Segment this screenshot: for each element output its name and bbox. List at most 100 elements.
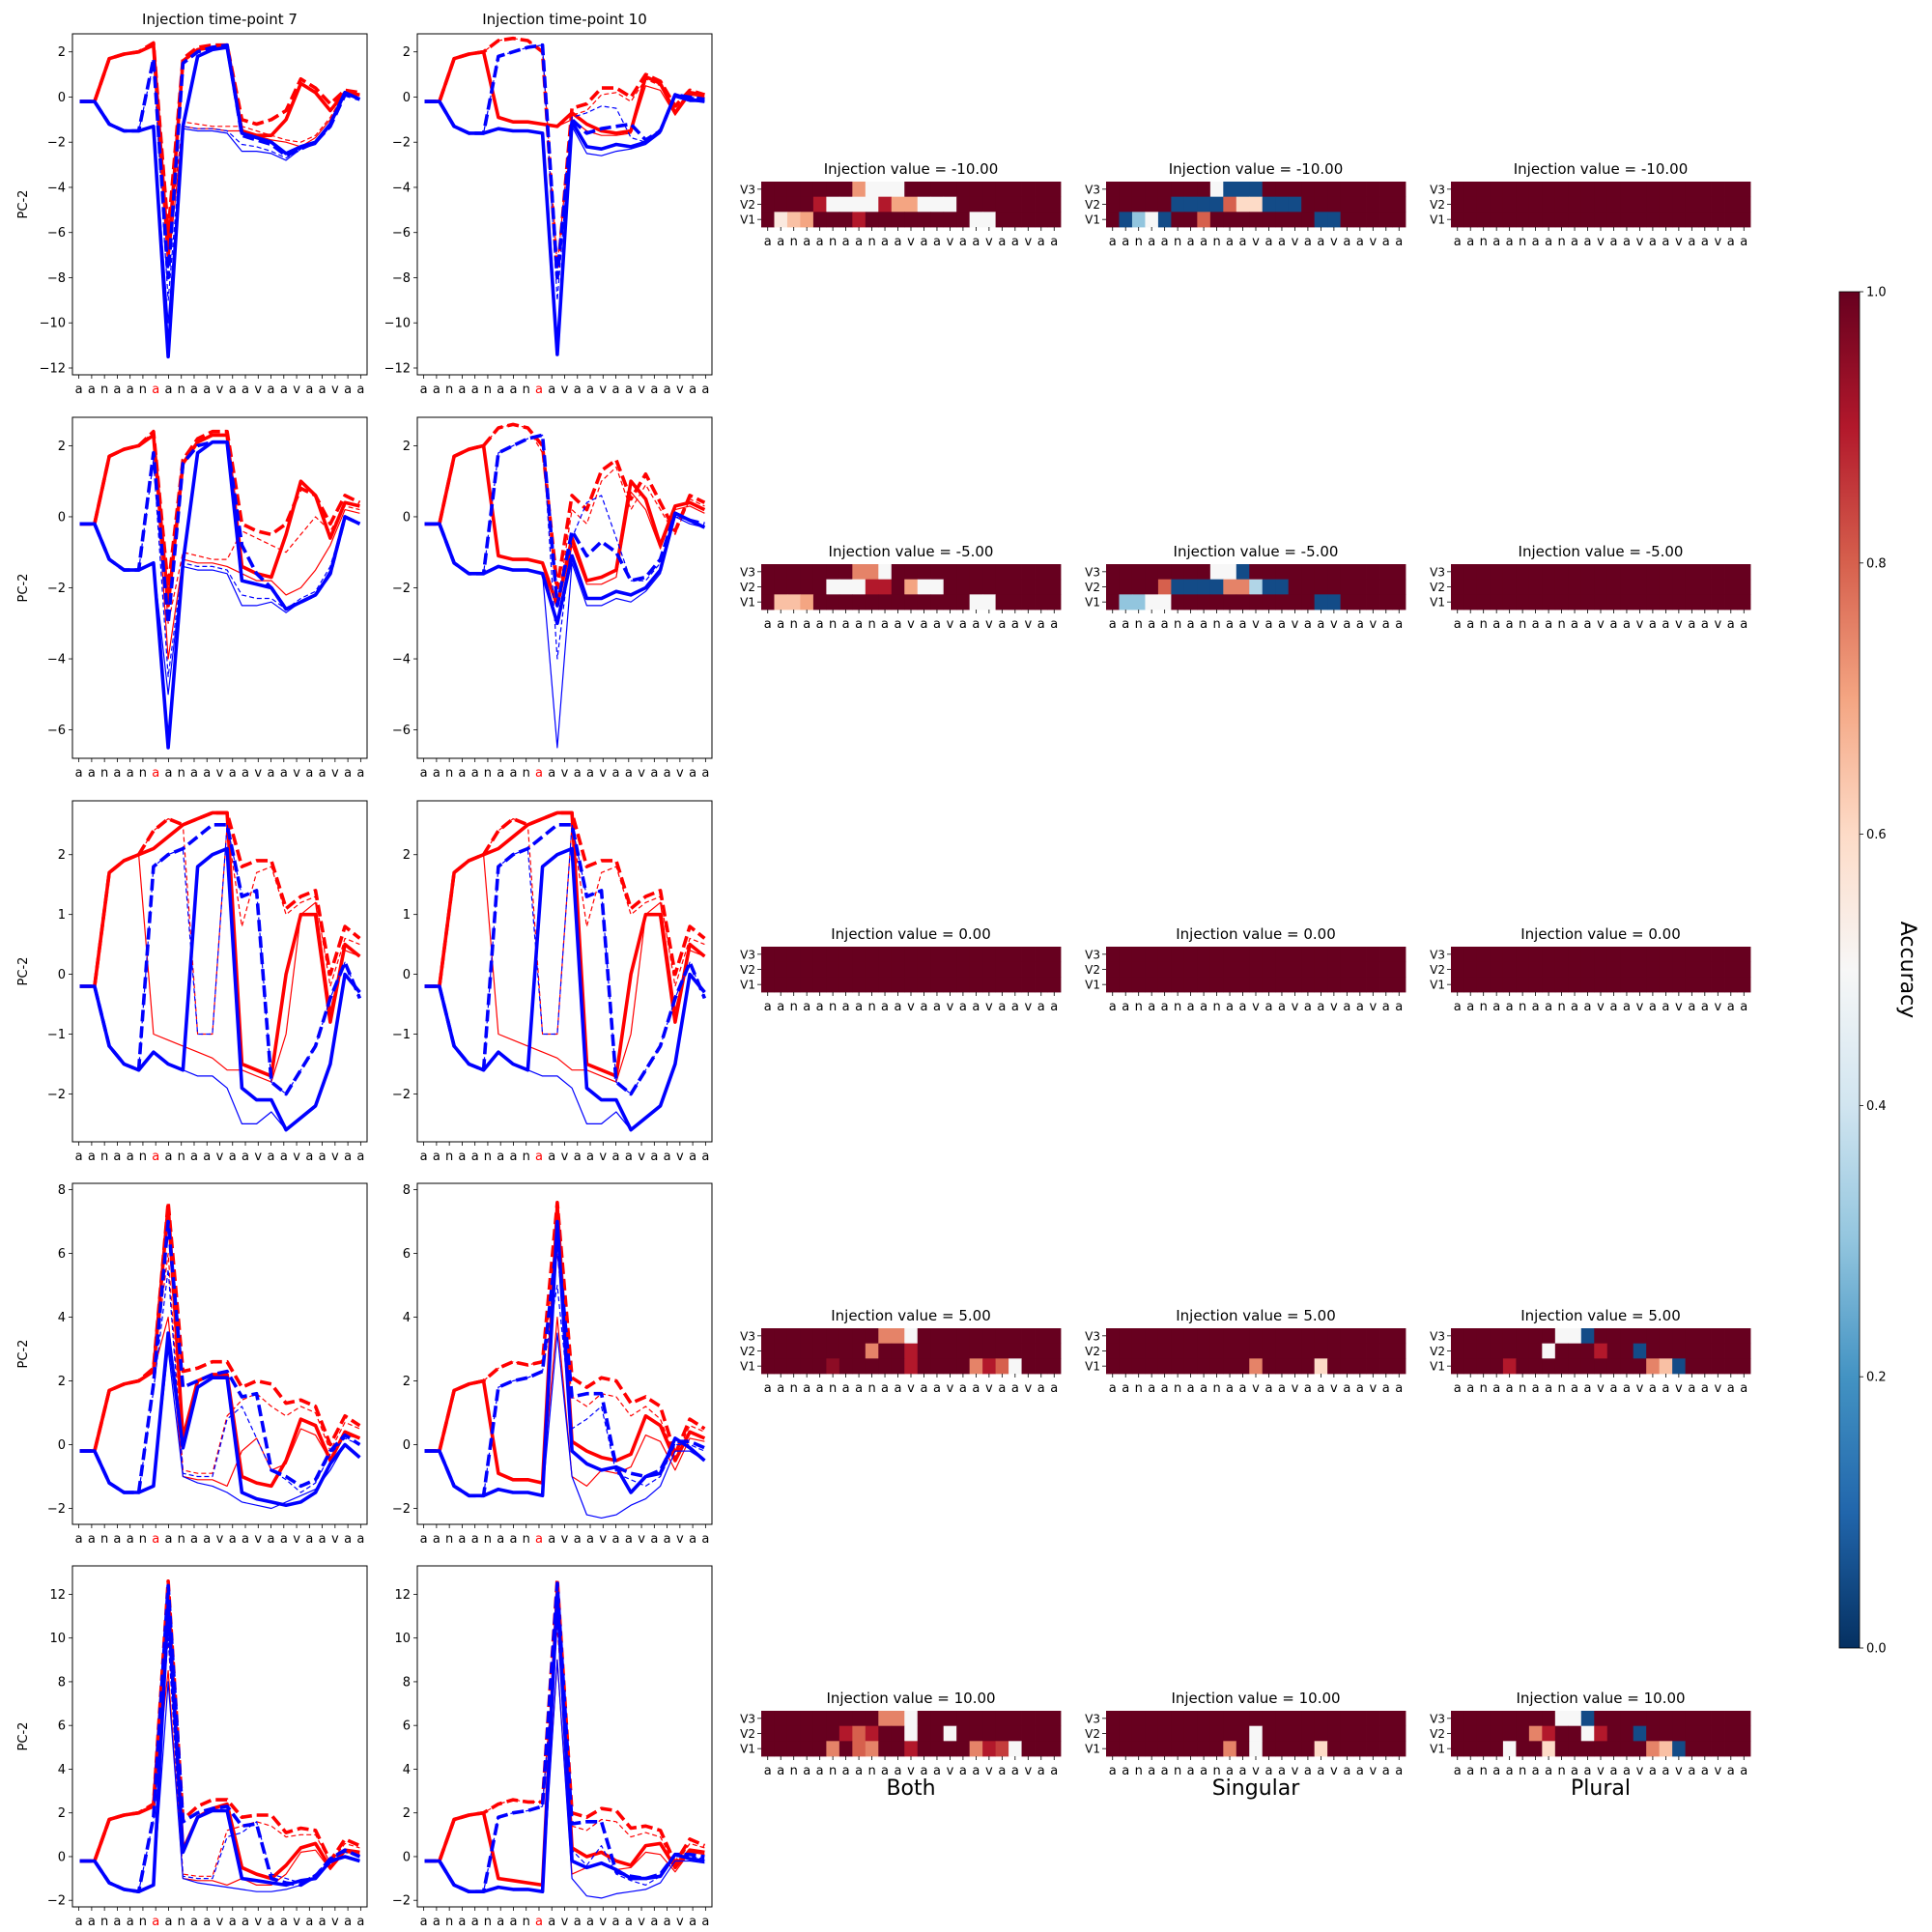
heat-r1-c0-cell [838, 564, 853, 581]
heat-r2-c2-xtick-label: a [1649, 1000, 1657, 1014]
heat-r1-c1-cell [1223, 564, 1237, 581]
line-r1-c0-xtick-label: a [164, 766, 172, 781]
heat-r3-c2-xtick-label: v [1714, 1381, 1721, 1396]
heat-r1-c0-cell [982, 579, 997, 595]
heat-r1-c1-title: Injection value = -5.00 [1174, 543, 1339, 560]
line-r1-c0-xtick-label: n [178, 766, 185, 781]
heat-r4-c0-cell [1009, 1711, 1022, 1727]
heat-r4-c2-cell [1711, 1741, 1725, 1757]
heat-r4-c0-xtick-label: a [1011, 1764, 1019, 1778]
heat-r0-c1-cell [1249, 182, 1264, 198]
heat-r3-c2-cell [1724, 1358, 1738, 1375]
heat-r3-c0-cell [826, 1358, 840, 1375]
heat-r0-c0-cell [956, 196, 971, 213]
heat-r1-c2-cell [1737, 564, 1751, 581]
line-r4-c0-xtick-label: a [164, 1915, 172, 1929]
heat-r1-c2-xtick-label: a [1545, 617, 1552, 632]
heat-r1-c2-row-label: V1 [1430, 596, 1445, 610]
heat-r3-c1-cell [1157, 1358, 1172, 1375]
heat-r3-c2-xtick-label: a [1649, 1381, 1657, 1396]
heat-r2-c1-cell [1197, 977, 1211, 993]
heat-r4-c0-title: Injection value = 10.00 [826, 1690, 995, 1707]
heat-r2-c2-cell [1490, 977, 1504, 993]
heat-r4-c1-cell [1301, 1725, 1316, 1742]
heat-r4-c1-cell [1236, 1711, 1250, 1727]
heat-r2-c0-cell [1047, 961, 1062, 978]
heat-r0-c0-cell [891, 212, 905, 228]
heat-r4-c0-cell [838, 1741, 853, 1757]
line-r1-c1-xtick-label: n [523, 766, 530, 781]
heat-r3-c2-cell [1542, 1328, 1556, 1345]
heat-r2-c2-cell [1554, 977, 1569, 993]
line-r4-c1-xtick-label: a [650, 1915, 658, 1929]
heat-r3-c0-cell [761, 1343, 775, 1359]
heat-r0-c0-xtick-label: n [867, 235, 875, 249]
heat-r2-c1-cell [1275, 961, 1290, 978]
heat-r3-c2-xtick-label: a [1688, 1381, 1695, 1396]
heat-r3-c2-cell [1580, 1358, 1595, 1375]
heat-r1-c1-cell [1379, 579, 1393, 595]
heat-r0-c0-cell [943, 212, 957, 228]
heat-r1-c0-cell [774, 564, 788, 581]
heat-r0-c2-cell [1516, 196, 1530, 213]
heat-r1-c2-xtick-label: n [1480, 617, 1488, 632]
heat-r1-c1-cell [1314, 564, 1328, 581]
heat-r2-c1-cell [1171, 961, 1185, 978]
line-r1-c1-xtick-label: a [548, 766, 555, 781]
heat-r3-c2-cell [1554, 1358, 1569, 1375]
heat-r1-c2-cell [1580, 564, 1595, 581]
line-r2-c1-series-blue-dashed-thin [424, 824, 705, 1095]
heat-r0-c1-cell [1119, 182, 1133, 198]
heat-r0-c0-cell [878, 182, 893, 198]
heat-r3-c2-cell [1463, 1328, 1478, 1345]
heat-r1-c0-cell [930, 579, 945, 595]
heat-r1-c1-cell [1366, 564, 1380, 581]
heat-r0-c1-cell [1314, 196, 1328, 213]
line-r3-c0-ytick-label: 8 [58, 1183, 66, 1198]
heat-r1-c0-cell [891, 594, 905, 611]
heat-r4-c2-cell [1542, 1711, 1556, 1727]
heat-r4-c0-cell [982, 1741, 997, 1757]
line-r4-c1-xtick-label: v [599, 1915, 607, 1929]
heat-r0-c1-xtick-label: a [1278, 235, 1286, 249]
heat-r2-c0-cell [852, 977, 867, 993]
heat-r3-c0-cell [786, 1343, 801, 1359]
heat-r3-c2-cell [1698, 1343, 1712, 1359]
heat-r3-c2-cell [1737, 1358, 1751, 1375]
line-r1-c0-xtick-label: v [254, 766, 262, 781]
heat-r2-c0-cell [761, 961, 775, 978]
heat-r1-c2-cell [1580, 594, 1595, 611]
heat-r0-c2-cell [1490, 212, 1504, 228]
heat-r0-c2-xtick-label: a [1545, 235, 1552, 249]
heat-r2-c0-cell [982, 961, 997, 978]
heat-r2-c2-cell [1490, 961, 1504, 978]
heat-r0-c2-xtick-label: a [1454, 235, 1462, 249]
heat-r3-c1-cell [1327, 1358, 1342, 1375]
heat-r4-c2-xtick-label: a [1609, 1764, 1617, 1778]
heat-r0-c0-cell [865, 212, 879, 228]
heat-r0-c1-xtick-label: v [1330, 235, 1338, 249]
heat-r2-c0-cell [904, 961, 919, 978]
heat-r1-c0-cell [969, 564, 983, 581]
heat-r2-c0-xtick-label: a [920, 1000, 927, 1014]
heat-r4-c2-title: Injection value = 10.00 [1516, 1690, 1685, 1707]
heat-r4-c1-xtick-label: a [1187, 1764, 1195, 1778]
heat-r2-c0-cell [1021, 977, 1036, 993]
heat-r2-c2-xtick-label: v [1636, 1000, 1644, 1014]
heat-r3-c2-row-label: V1 [1430, 1360, 1445, 1374]
heat-r1-c0-cell [865, 564, 879, 581]
line-r3-c0-xtick-label: v [216, 1532, 224, 1547]
heat-r3-c1-cell [1236, 1358, 1250, 1375]
heat-r0-c2-xtick-label: a [1623, 235, 1631, 249]
line-r0-c0-xtick-label: a [203, 383, 211, 397]
heat-r2-c0-xtick-label: a [1011, 1000, 1019, 1014]
line-r2-c0-xtick-label: v [293, 1150, 300, 1164]
heat-r0-c1-xtick-label: a [1239, 235, 1247, 249]
heat-r0-c0-row-label: V3 [740, 183, 755, 196]
line-r0-c0-xtick-label: a [127, 383, 134, 397]
heat-r0-c0-cell [812, 182, 827, 198]
heat-r2-c0-cell [865, 961, 879, 978]
heat-r3-c0-cell [865, 1358, 879, 1375]
heat-r4-c2-cell [1620, 1725, 1634, 1742]
heat-r0-c2-cell [1451, 212, 1464, 228]
